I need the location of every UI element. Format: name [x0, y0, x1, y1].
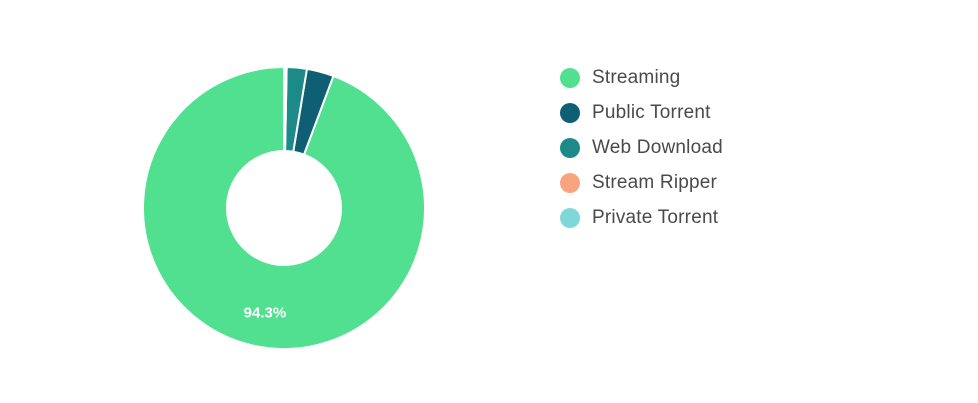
donut-slice-private-torrent[interactable]	[283, 65, 286, 153]
slice-value-label: 94.3%	[244, 304, 287, 321]
legend-label: Public Torrent	[592, 101, 711, 123]
legend-item-stream-ripper[interactable]: Stream Ripper	[560, 165, 723, 200]
legend-label: Stream Ripper	[592, 171, 718, 193]
legend-swatch	[560, 102, 580, 123]
donut-slice-streaming[interactable]	[142, 65, 426, 350]
legend-item-private-torrent[interactable]: Private Torrent	[560, 200, 723, 235]
legend-label: Web Download	[592, 136, 723, 158]
legend-item-public-torrent[interactable]: Public Torrent	[560, 95, 723, 130]
legend-item-streaming[interactable]: Streaming	[560, 60, 723, 95]
legend-label: Private Torrent	[592, 206, 719, 228]
legend-swatch	[560, 172, 580, 193]
legend-label: Streaming	[592, 66, 681, 88]
legend-swatch	[560, 207, 580, 228]
legend-swatch	[560, 137, 580, 158]
legend-item-web-download[interactable]: Web Download	[560, 130, 723, 165]
chart-legend: Streaming Public Torrent Web Download Strea…	[560, 60, 723, 235]
legend-swatch	[560, 67, 580, 88]
